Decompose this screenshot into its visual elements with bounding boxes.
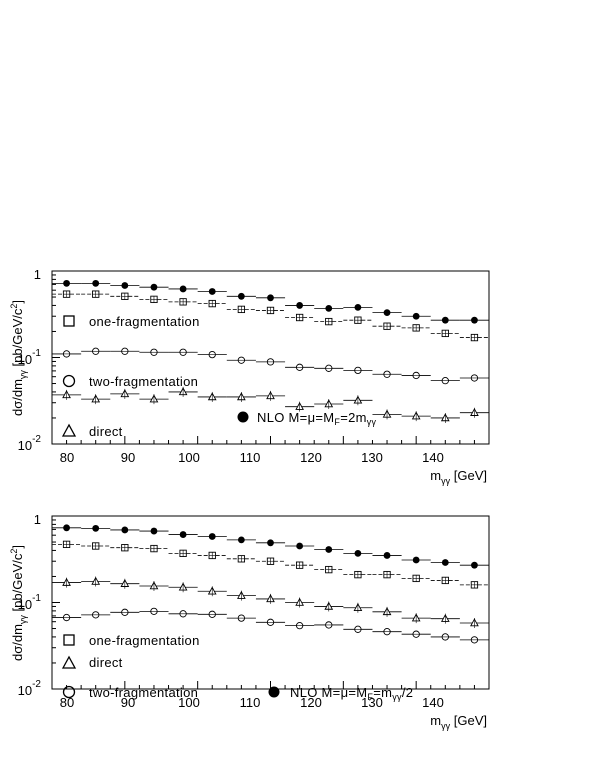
- legend-marker-nlo: [268, 686, 280, 698]
- data-point: [296, 542, 304, 550]
- y-tick-label-bottom-0.1: 10-1: [18, 593, 42, 612]
- data-point: [383, 552, 391, 559]
- data-point: [63, 524, 70, 532]
- x-tick-label: 80: [60, 695, 74, 710]
- y-tick-label-bottom-0.01: 10-2: [18, 679, 42, 698]
- data-point: [267, 539, 274, 547]
- data-point: [441, 316, 449, 324]
- data-point: [179, 285, 187, 293]
- x-tick-label: 130: [361, 695, 383, 710]
- data-point: [296, 302, 304, 309]
- series-open-circle-bottom: [52, 607, 489, 644]
- legend-label-two-fragmentation: two-fragmentation: [89, 374, 198, 389]
- legend-marker-one-fragmentation: [63, 634, 75, 646]
- legend-marker-two-fragmentation: [62, 685, 76, 699]
- data-point: [412, 312, 420, 320]
- data-point: [354, 549, 362, 557]
- data-point: [441, 559, 449, 566]
- legend-label-one-fragmentation: one-fragmentation: [89, 314, 200, 329]
- x-tick-label: 120: [300, 450, 322, 465]
- data-point: [208, 288, 216, 295]
- y-tick-label-top-1: 1: [34, 267, 41, 282]
- legend-marker-direct: [61, 423, 77, 437]
- legend-marker-two-fragmentation: [62, 374, 76, 388]
- legend-label-two-fragmentation: two-fragmentation: [89, 685, 198, 700]
- data-point: [237, 536, 245, 544]
- data-point: [150, 527, 158, 535]
- series-open-triangle-top: [52, 386, 489, 423]
- series-open-square-top: [52, 290, 489, 342]
- legend-marker-one-fragmentation: [63, 315, 75, 327]
- x-tick-label: 90: [121, 450, 135, 465]
- data-point: [208, 533, 216, 540]
- legend-label-direct: direct: [89, 655, 123, 670]
- series-group-top: [52, 279, 489, 423]
- series-group-bottom: [52, 524, 489, 644]
- x-tick-label: 140: [422, 450, 444, 465]
- y-tick-label-top-0.1: 10-1: [18, 348, 42, 367]
- data-point: [237, 292, 245, 300]
- series-open-circle-top: [52, 347, 489, 385]
- x-tick-label: 130: [361, 450, 383, 465]
- x-tick-label: 110: [240, 450, 261, 465]
- legend-label-nlo: NLO M=μ=MF=mγγ/2: [290, 685, 413, 702]
- data-point: [121, 526, 129, 534]
- x-tick-label: 100: [178, 450, 200, 465]
- data-point: [267, 294, 274, 302]
- x-tick-label: 120: [300, 695, 322, 710]
- data-point: [471, 316, 478, 324]
- data-point: [383, 309, 391, 317]
- y-tick-label-top-0.01: 10-2: [18, 434, 42, 453]
- x-axis-label-bottom: mγγ [GeV]: [430, 713, 487, 731]
- y-tick-label-bottom-1: 1: [34, 512, 41, 527]
- x-tick-label: 110: [240, 695, 261, 710]
- legend-label-direct: direct: [89, 424, 123, 439]
- x-axis-label-top: mγγ [GeV]: [430, 468, 487, 486]
- y-axis-label-bottom: dσ/dmγγ [pb/GeV/c2]: [9, 545, 28, 661]
- series-filled-circle-bottom: [52, 524, 489, 569]
- legend-marker-direct: [61, 655, 77, 669]
- data-point: [412, 556, 420, 564]
- data-point: [325, 304, 333, 312]
- x-tick-label: 90: [121, 695, 135, 710]
- data-point: [150, 283, 158, 291]
- legend-label-one-fragmentation: one-fragmentation: [89, 633, 200, 648]
- series-open-square-bottom: [52, 540, 489, 589]
- data-point: [121, 282, 129, 289]
- x-tick-label: 80: [60, 450, 74, 465]
- x-tick-label: 100: [178, 695, 200, 710]
- legend-marker-nlo: [237, 411, 249, 423]
- legend-label-nlo: NLO M=μ=MF=2mγγ: [257, 410, 377, 427]
- data-point: [92, 279, 100, 287]
- x-tick-label: 140: [422, 695, 444, 710]
- series-filled-circle-top: [52, 279, 489, 324]
- data-point: [354, 303, 362, 311]
- ticks-top: [51, 270, 490, 445]
- data-point: [179, 531, 187, 538]
- data-point: [92, 524, 100, 532]
- data-point: [63, 279, 70, 287]
- data-point: [471, 561, 478, 569]
- data-point: [325, 546, 333, 553]
- panel-bottom: 1 10-1 10-2 80 90 100 110 120 130 140 mγ…: [9, 512, 490, 731]
- ticks-bottom: [51, 515, 490, 690]
- panel-top: 1 10-1 10-2 80 90 100 110 120 130 140 mγ…: [9, 267, 490, 486]
- series-open-triangle-bottom: [52, 576, 489, 628]
- y-axis-label-top: dσ/dmγγ [pb/GeV/c2]: [9, 300, 28, 416]
